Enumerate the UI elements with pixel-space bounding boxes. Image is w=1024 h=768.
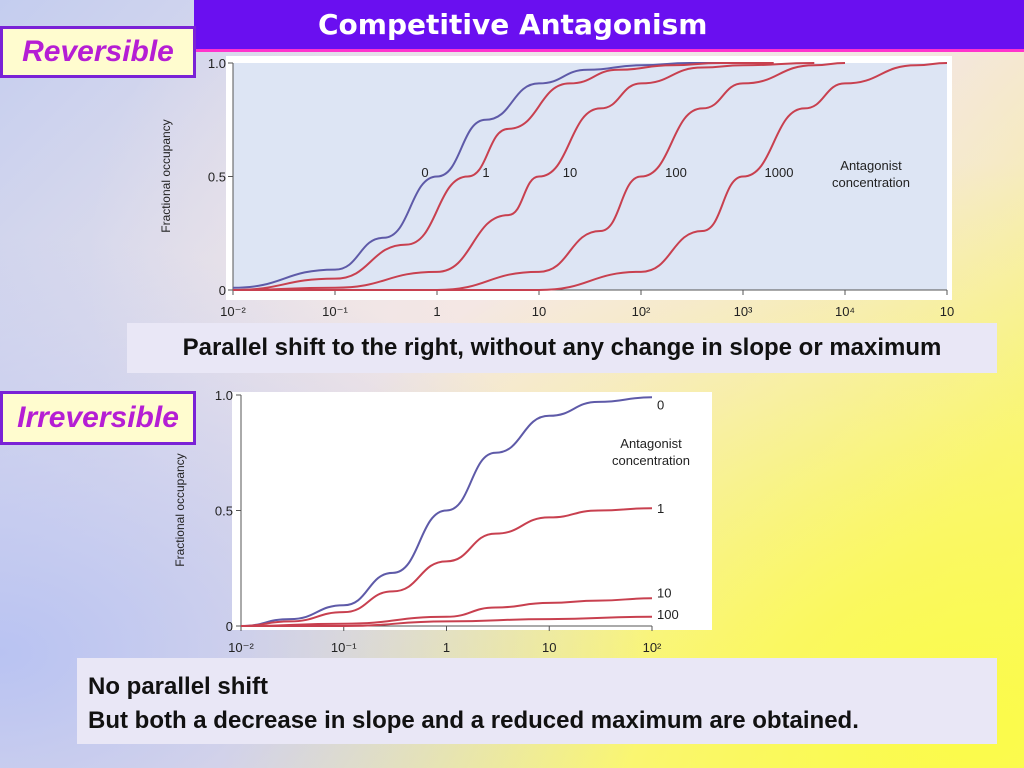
x-tick-label: 10: [940, 304, 954, 319]
reversible-chart: 0 0.5 1.0 10⁻² 10⁻¹ 1 10 10² 10³ 10⁴ 10 0 1 10 100 10…: [159, 56, 954, 319]
series-label-100: 100: [657, 607, 679, 622]
series-line-0: [240, 396, 653, 627]
irreversible-caption-line1: No parallel shift: [88, 673, 269, 700]
reversible-caption: Parallel shift to the right, without any…: [127, 323, 997, 373]
x-tick-label: 10³: [734, 304, 753, 319]
series-line-1: [240, 507, 653, 627]
chart2-plot-area: [236, 395, 708, 626]
x-tick-label: 10⁻²: [228, 640, 254, 655]
chart2-legend-title-line2: concentration: [612, 453, 690, 468]
x-tick-label: 10⁻¹: [331, 640, 357, 655]
x-tick-label: 10⁻¹: [322, 304, 348, 319]
chart1-legend-title-line1: Antagonist: [840, 158, 902, 173]
series-label-10: 10: [563, 165, 577, 180]
irreversible-tag: Irreversible: [0, 391, 196, 445]
x-tick-label: 10²: [643, 640, 662, 655]
series-label-1000: 1000: [765, 165, 794, 180]
y-tick-label: 1.0: [215, 388, 233, 403]
y-tick-label: 0: [219, 283, 226, 298]
series-label-10: 10: [657, 585, 671, 600]
chart1-y-axis-label: Fractional occupancy: [159, 119, 173, 232]
chart1-legend-title-line2: concentration: [832, 175, 910, 190]
x-tick-label: 1: [433, 304, 440, 319]
series-line-1: [232, 62, 774, 291]
series-line-100: [241, 615, 653, 628]
series-label-0: 0: [657, 397, 664, 412]
irreversible-caption-line2: But both a decrease in slope and a reduc…: [88, 707, 859, 734]
x-tick-label: 10²: [632, 304, 651, 319]
series-label-0: 0: [421, 165, 428, 180]
series-line-1000: [233, 62, 948, 292]
x-tick-label: 10: [532, 304, 546, 319]
page-title: Competitive Antagonism: [194, 0, 1024, 52]
y-tick-label: 1.0: [208, 56, 226, 71]
reversible-tag: Reversible: [0, 26, 196, 78]
chart1-plot-area: [233, 63, 947, 290]
y-tick-label: 0: [226, 619, 233, 634]
y-tick-label: 0.5: [215, 504, 233, 519]
series-line-10: [232, 62, 815, 291]
irreversible-chart: 0 0.5 1.0 10⁻² 10⁻¹ 1 10 10² 0 1 10 100 Fractiona…: [173, 388, 712, 655]
x-tick-label: 1: [443, 640, 450, 655]
x-tick-label: 10⁻²: [220, 304, 246, 319]
series-label-1: 1: [482, 165, 489, 180]
chart2-y-axis-label: Fractional occupancy: [173, 453, 187, 566]
series-line-0: [232, 62, 743, 289]
x-tick-label: 10: [542, 640, 556, 655]
x-tick-label: 10⁴: [835, 304, 855, 319]
series-line-10: [240, 597, 653, 627]
series-label-1: 1: [657, 501, 664, 516]
series-label-100: 100: [665, 165, 687, 180]
irreversible-caption: No parallel shift But both a decrease in…: [77, 658, 997, 744]
y-tick-label: 0.5: [208, 170, 226, 185]
chart2-legend-title-line1: Antagonist: [620, 436, 682, 451]
